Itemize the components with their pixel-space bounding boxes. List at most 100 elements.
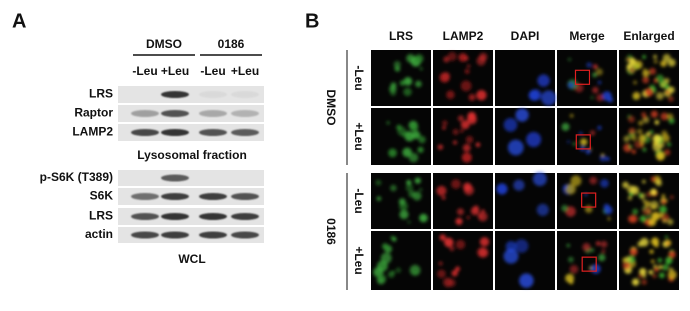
signal-spot <box>648 134 652 138</box>
signal-spot <box>566 140 571 144</box>
signal-spot <box>667 58 676 67</box>
signal-spot <box>667 270 677 280</box>
signal-spot <box>407 220 411 224</box>
micrograph <box>557 231 617 290</box>
signal-spot <box>515 108 529 122</box>
blot-band <box>199 213 227 220</box>
lane-label: -Leu <box>132 64 157 78</box>
signal-spot <box>563 185 568 189</box>
signal-spot <box>604 205 613 215</box>
signal-spot <box>375 179 382 186</box>
signal-spot <box>403 77 413 86</box>
row-label: -Leu <box>352 188 366 213</box>
blot-label: p-S6K (T389) <box>40 170 113 184</box>
blot-band <box>199 193 227 200</box>
signal-spot <box>590 248 595 252</box>
micrograph-signal <box>439 51 488 101</box>
signal-spot <box>653 267 659 272</box>
blot-band <box>231 91 259 98</box>
signal-spot <box>390 82 397 89</box>
blot-band <box>161 174 189 182</box>
signal-spot <box>388 148 397 158</box>
micrograph-signal <box>565 240 608 285</box>
signal-spot <box>585 148 591 155</box>
signal-spot <box>390 184 397 192</box>
signal-spot <box>659 212 664 218</box>
micrograph-signal <box>503 239 534 288</box>
signal-spot <box>625 256 632 263</box>
signal-spot <box>570 175 582 187</box>
signal-spot <box>561 122 570 131</box>
signal-spot <box>418 135 426 144</box>
signal-spot <box>627 196 633 201</box>
signal-spot <box>641 279 647 285</box>
micrograph-signal <box>561 113 610 162</box>
blot-band <box>161 110 189 117</box>
signal-spot <box>405 184 414 192</box>
signal-spot <box>475 142 481 147</box>
signal-spot <box>639 215 647 223</box>
signal-spot <box>439 234 446 241</box>
micrograph-signal <box>436 179 488 225</box>
lane-label: -Leu <box>200 64 225 78</box>
signal-spot <box>568 279 574 285</box>
signal-spot <box>569 113 574 118</box>
signal-spot <box>589 130 596 136</box>
group-label: 0186 <box>324 218 338 245</box>
blot-band <box>161 213 189 220</box>
signal-spot <box>664 199 668 203</box>
blot-label: actin <box>85 227 113 241</box>
signal-spot <box>414 54 424 63</box>
signal-spot <box>478 247 489 258</box>
signal-spot <box>397 126 407 136</box>
signal-spot <box>668 250 676 259</box>
signal-spot <box>636 128 643 135</box>
signal-spot <box>668 117 675 124</box>
signal-spot <box>595 241 601 246</box>
signal-spot <box>628 192 634 197</box>
signal-spot <box>496 183 508 195</box>
signal-spot <box>414 177 421 184</box>
micrograph-signal <box>623 110 675 161</box>
signal-spot <box>656 74 664 83</box>
signal-spot <box>634 140 643 149</box>
signal-spot <box>599 154 607 162</box>
signal-spot <box>536 203 549 216</box>
signal-spot <box>406 179 412 186</box>
blot-strip <box>118 227 264 243</box>
blot-band <box>161 129 189 136</box>
panel-label: B <box>305 10 319 32</box>
signal-spot <box>376 260 388 272</box>
blot-band <box>199 231 227 239</box>
micrograph-signal <box>528 74 557 106</box>
signal-spot <box>402 147 412 158</box>
signal-spot <box>537 74 550 87</box>
signal-spot <box>377 276 385 285</box>
signal-spot <box>584 192 588 197</box>
signal-spot <box>580 138 588 146</box>
zoom-box <box>574 69 591 85</box>
signal-spot <box>584 205 593 214</box>
signal-spot <box>641 112 647 117</box>
lane-label: +Leu <box>231 64 259 78</box>
signal-spot <box>466 215 471 220</box>
blot-strip <box>118 170 264 186</box>
blot-band <box>231 231 259 239</box>
signal-spot <box>638 192 643 198</box>
signal-spot <box>457 115 465 122</box>
signal-spot <box>664 235 669 239</box>
signal-spot <box>597 125 602 130</box>
signal-spot <box>592 72 598 78</box>
blot-label: Raptor <box>74 106 113 120</box>
signal-spot <box>632 91 641 100</box>
signal-spot <box>623 135 630 143</box>
signal-spot <box>464 68 470 74</box>
signal-spot <box>630 134 637 141</box>
zoom-box <box>581 256 597 272</box>
section-caption: Lysosomal fraction <box>137 148 247 162</box>
signal-spot <box>664 149 671 156</box>
blot-band <box>231 193 259 200</box>
micrograph-signal <box>496 171 549 216</box>
micrograph-signal <box>561 175 613 221</box>
signal-spot <box>451 179 461 189</box>
